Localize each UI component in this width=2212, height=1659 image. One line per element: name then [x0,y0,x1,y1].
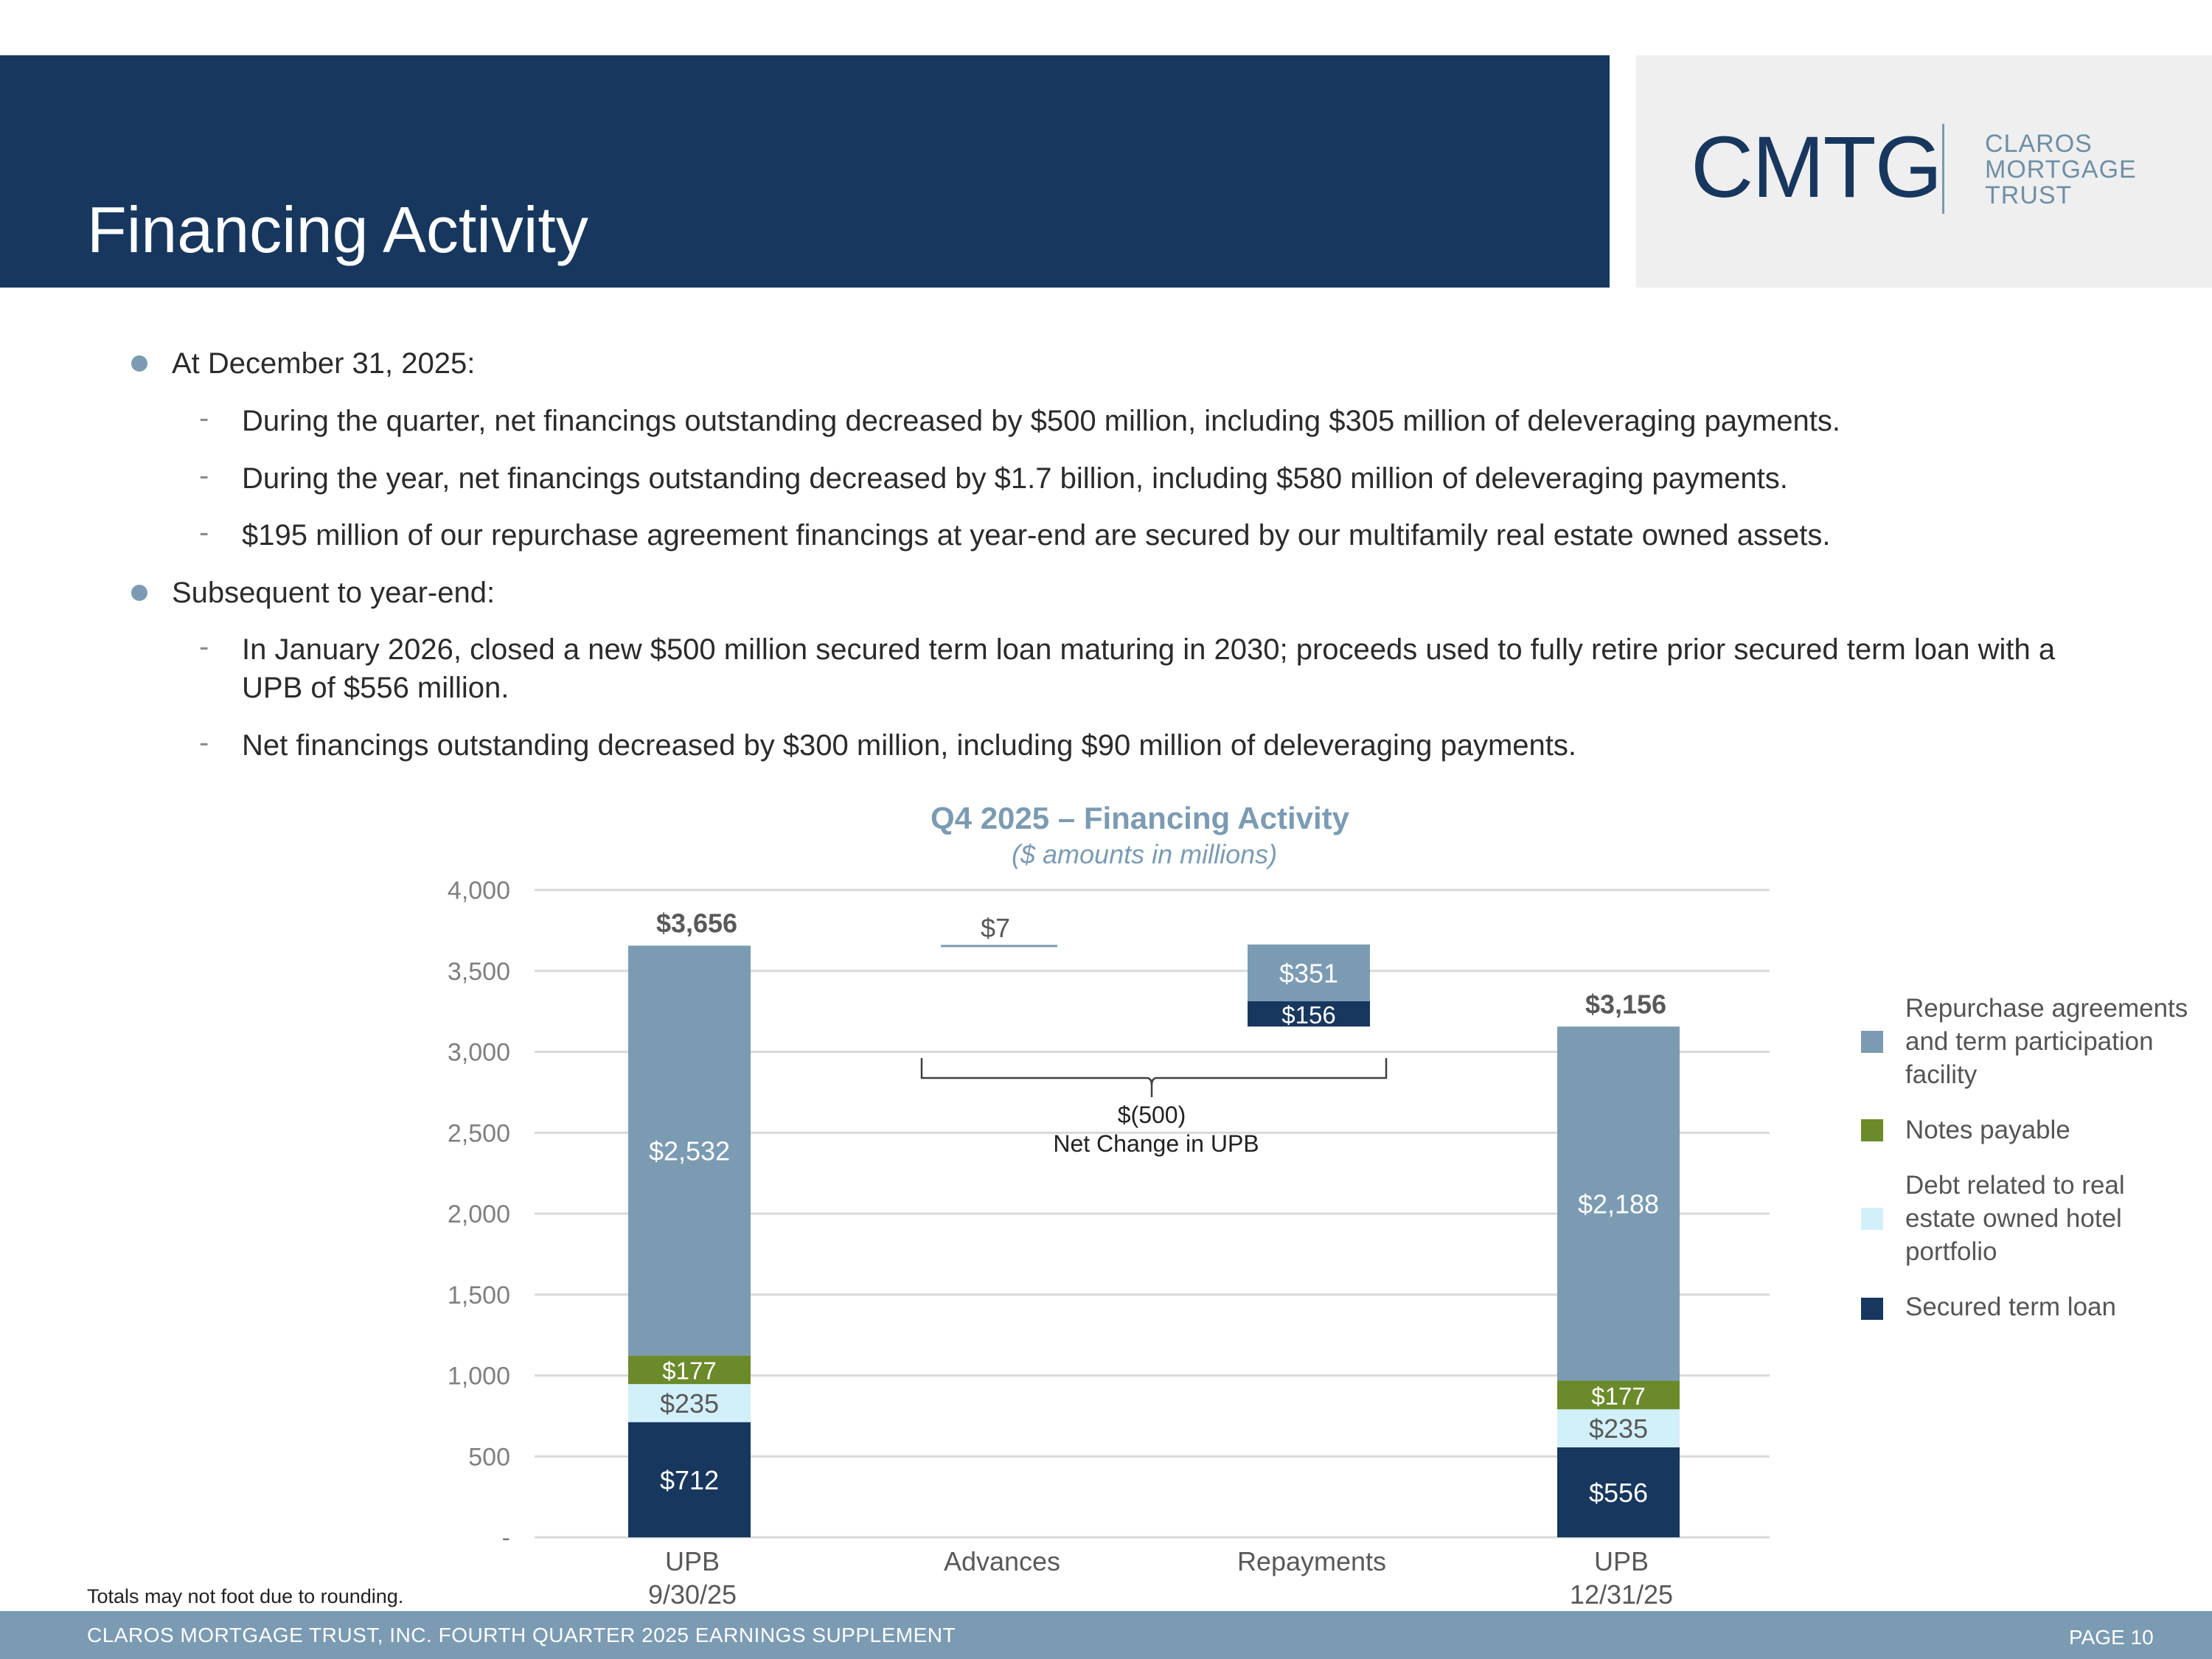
legend-swatch-notes [1861,1119,1883,1141]
page-number: PAGE 10 [2069,1626,2154,1649]
bar-segment-notes [628,1355,751,1385]
logo-mark: CMTG [1691,119,1942,216]
y-tick-label: 1,000 [448,1363,510,1391]
annotation-value: $(500) [1118,1102,1186,1128]
legend-label: Notes payable [1905,1116,2070,1144]
data-label: $2,532 [649,1135,730,1166]
bullet-dot [131,355,147,372]
y-tick-label: 3,500 [448,958,510,986]
dash-marker: - [199,402,209,434]
y-tick-label: 500 [468,1443,510,1471]
bar-segment-stl [1248,1001,1370,1027]
footer-band [0,1611,2212,1659]
bar-segment-repo [1248,944,1370,1002]
dash-marker: - [199,630,209,663]
y-tick-label: 3,000 [448,1039,510,1067]
sub-bullet: In January 2026, closed a new $500 milli… [242,633,2056,704]
bar-segment-repo [628,945,751,1356]
legend-label: Secured term loan [1905,1293,2116,1321]
bar-segment-notes [1557,1380,1680,1410]
data-label: $177 [1591,1382,1645,1410]
dash-marker: - [199,726,209,759]
data-label: $556 [1589,1478,1648,1508]
bullet-item: Subsequent to year-end: [172,577,495,609]
data-label: $235 [660,1388,719,1419]
y-tick-label: 4,000 [448,877,510,905]
legend-swatch-repo [1861,1031,1883,1053]
data-label: $2,188 [1578,1189,1659,1219]
legend-swatch-stl [1861,1298,1883,1320]
logo-line: TRUST [1985,181,2073,209]
bullet-dot [131,585,147,601]
bar-segment-stl [628,1422,751,1537]
y-tick-label: 2,000 [448,1200,510,1228]
bar-segment-stl [1557,1447,1680,1537]
y-tick-label: 1,500 [448,1281,510,1310]
legend-label: Debt related to real estate owned hotel … [1905,1171,2125,1266]
x-tick-label: 9/30/25 [648,1579,737,1610]
legend-swatch-reo [1861,1208,1883,1230]
y-tick-label: 2,500 [448,1119,510,1147]
sub-bullet: During the year, net financings outstand… [242,462,1788,495]
logo-panel [1636,55,2212,288]
logo-line: CLAROS [1985,130,2093,158]
bar-segment-reo [1557,1409,1680,1447]
logo-line: MORTGAGE [1985,156,2137,184]
sub-bullet: During the quarter, net financings outst… [242,405,1841,437]
data-label: $351 [1279,958,1338,988]
data-label: $235 [1589,1413,1648,1444]
bar-segment-repo [1557,1026,1680,1381]
dash-marker: - [199,516,209,549]
data-label: $7 [981,913,1010,943]
x-tick-label: UPB [1594,1546,1649,1576]
dash-marker: - [199,459,209,492]
annotation-brace [920,1058,1388,1097]
data-label: $156 [1281,1001,1335,1029]
total-label: $3,156 [1585,989,1666,1019]
sub-bullet: Net financings outstanding decreased by … [242,729,1576,762]
x-tick-label: 12/31/25 [1570,1579,1673,1610]
sub-bullet: $195 million of our repurchase agreement… [242,519,1831,552]
total-label: $3,656 [656,908,737,939]
annotation-text: Net Change in UPB [1053,1130,1259,1157]
logo-text: CLAROS MORTGAGE TRUST [1985,131,2137,209]
x-tick-label: UPB [665,1546,720,1576]
data-label: $177 [662,1357,716,1385]
logo-divider [1942,124,1944,214]
chart-subtitle: ($ amounts in millions) [1012,839,1278,869]
y-tick-label: - [502,1524,510,1552]
footer-text: CLAROS MORTGAGE TRUST, INC. FOURTH QUART… [87,1624,956,1646]
x-tick-label: Advances [944,1546,1060,1576]
data-label: $712 [660,1465,719,1495]
bullet-item: At December 31, 2025: [172,347,476,380]
header-band [0,55,1610,288]
bar-segment-reo [628,1384,751,1422]
chart-title: Q4 2025 – Financing Activity [931,801,1349,835]
page-title: Financing Activity [87,193,588,266]
x-tick-label: Repayments [1237,1546,1386,1576]
footnote: Totals may not foot due to rounding. [87,1585,404,1607]
legend-label: Repurchase agreements and term participa… [1905,994,2188,1089]
